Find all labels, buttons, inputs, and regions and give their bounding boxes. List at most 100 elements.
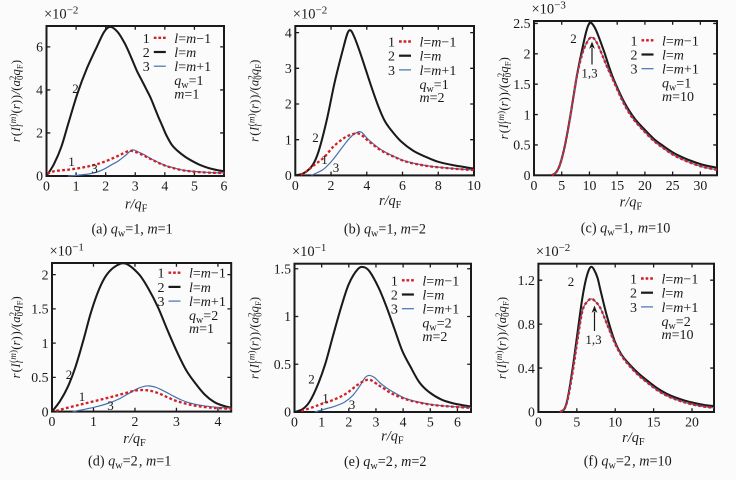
svg-text:1: 1 (90, 414, 97, 429)
svg-text:l=m+1: l=m+1 (420, 64, 457, 79)
svg-text:l=m: l=m (174, 46, 196, 61)
svg-text:4: 4 (400, 415, 407, 430)
svg-text:3: 3 (630, 301, 637, 316)
svg-text:qw=1: qw=1 (420, 78, 449, 95)
svg-text:1: 1 (284, 309, 291, 324)
svg-text:1,3: 1,3 (585, 332, 601, 347)
svg-text:1: 1 (42, 336, 49, 351)
svg-text:r(Il(m)(r))/(a20qF): r(Il(m)(r))/(a20qF) (247, 60, 264, 142)
svg-text:1: 1 (73, 179, 80, 194)
svg-text:0: 0 (528, 405, 535, 420)
svg-text:2: 2 (312, 130, 319, 145)
svg-text:3: 3 (107, 398, 114, 413)
svg-text:1: 1 (68, 154, 75, 169)
svg-text:3: 3 (143, 60, 150, 75)
svg-text:0: 0 (531, 178, 538, 193)
svg-text:3: 3 (285, 61, 292, 76)
svg-text:2: 2 (345, 415, 352, 430)
svg-text:2.5: 2.5 (513, 16, 530, 31)
svg-text:r/qF: r/qF (622, 430, 645, 448)
svg-text:l=m+1: l=m+1 (189, 295, 226, 310)
svg-text:2: 2 (36, 126, 43, 141)
svg-text:2: 2 (66, 367, 73, 382)
svg-text:3: 3 (373, 415, 380, 430)
svg-text:m=2: m=2 (422, 330, 447, 345)
svg-text:r/qF: r/qF (379, 193, 402, 211)
svg-text:r/qF: r/qF (125, 196, 148, 214)
svg-text:l=m+1: l=m+1 (422, 303, 459, 318)
svg-text:10: 10 (608, 415, 622, 430)
svg-text:0: 0 (535, 415, 542, 430)
svg-text:l=m−1: l=m−1 (662, 273, 699, 288)
svg-text:r(Il(m)(r))/(a20qF): r(Il(m)(r))/(a20qF) (8, 60, 25, 142)
svg-text:2: 2 (388, 50, 395, 65)
svg-text:r(Il(m)(r))/(a20qF): r(Il(m)(r))/(a20qF) (8, 296, 25, 378)
svg-text:15: 15 (610, 178, 624, 193)
svg-text:l=m: l=m (662, 49, 684, 64)
svg-text:2: 2 (72, 81, 79, 96)
svg-text:m=1: m=1 (189, 322, 214, 337)
svg-text:1: 1 (285, 132, 292, 147)
svg-text:l=m+1: l=m+1 (174, 60, 211, 75)
svg-text:2: 2 (568, 274, 575, 289)
svg-text:1: 1 (524, 107, 531, 122)
svg-text:0: 0 (285, 168, 292, 183)
svg-text:l=m: l=m (189, 281, 211, 296)
svg-text:10: 10 (583, 178, 597, 193)
svg-text:l=m: l=m (420, 50, 442, 65)
svg-text:3: 3 (158, 295, 165, 310)
svg-text:2: 2 (630, 287, 637, 302)
svg-text:r(Il(m)(r))/(a20qF): r(Il(m)(r))/(a20qF) (247, 297, 264, 379)
svg-text:3: 3 (631, 63, 638, 78)
svg-text:(f) qw=2 , m=10: (f) qw=2 , m=10 (584, 453, 672, 471)
svg-text:2: 2 (143, 46, 150, 61)
svg-text:1: 1 (322, 391, 329, 406)
svg-text:0: 0 (524, 168, 531, 183)
svg-text:l=m: l=m (662, 287, 684, 302)
svg-text:3: 3 (391, 303, 398, 318)
svg-text:2: 2 (524, 47, 531, 62)
svg-text:r(Il(m)(r))/(a20qF): r(Il(m)(r))/(a20qF) (494, 297, 511, 379)
svg-text:1: 1 (318, 415, 325, 430)
svg-text:5: 5 (573, 415, 580, 430)
svg-text:l=m+1: l=m+1 (662, 301, 699, 316)
svg-text:0: 0 (292, 178, 299, 193)
svg-text:1,3: 1,3 (581, 66, 597, 81)
svg-text:0: 0 (284, 405, 291, 420)
svg-text:1: 1 (388, 36, 395, 51)
svg-text:2: 2 (132, 414, 139, 429)
svg-text:(a) qw=1, m=1: (a) qw=1, m=1 (91, 221, 172, 239)
svg-text:6: 6 (36, 40, 43, 55)
svg-text:1: 1 (391, 274, 398, 289)
svg-text:1.5: 1.5 (274, 262, 291, 277)
svg-text:10: 10 (467, 178, 481, 193)
svg-text:2: 2 (570, 31, 577, 46)
svg-text:1: 1 (79, 389, 86, 404)
svg-text:4: 4 (161, 179, 168, 194)
svg-text:(b) qw=1, m=2: (b) qw=1, m=2 (344, 221, 426, 239)
svg-text:l=m+1: l=m+1 (662, 63, 699, 78)
svg-text:20: 20 (638, 178, 652, 193)
svg-text:1.2: 1.2 (518, 273, 535, 288)
svg-text:2: 2 (391, 289, 398, 304)
svg-text:2: 2 (631, 49, 638, 64)
svg-text:(c) qw=1, m=10: (c) qw=1, m=10 (581, 221, 671, 239)
svg-text:qw=2: qw=2 (662, 315, 691, 332)
svg-text:1: 1 (143, 32, 150, 47)
svg-text:2: 2 (285, 97, 292, 112)
svg-text:(d) qw=2 , m=1: (d) qw=2 , m=1 (88, 454, 171, 472)
svg-text:0: 0 (42, 404, 49, 419)
svg-text:4: 4 (363, 178, 370, 193)
svg-text:6: 6 (399, 178, 406, 193)
svg-text:l=m−1: l=m−1 (662, 34, 699, 49)
svg-text:r/qF: r/qF (620, 195, 643, 213)
svg-text:l=m: l=m (422, 289, 444, 304)
svg-text:qw=1: qw=1 (174, 74, 203, 91)
svg-text:4: 4 (36, 83, 43, 98)
svg-text:0: 0 (36, 169, 43, 184)
svg-text:3: 3 (173, 414, 180, 429)
svg-text:r(Il(m)(r))/(a20qF): r(Il(m)(r))/(a20qF) (496, 57, 513, 139)
svg-text:1.5: 1.5 (31, 302, 48, 317)
svg-text:3: 3 (91, 161, 98, 176)
svg-text:4: 4 (214, 414, 221, 429)
